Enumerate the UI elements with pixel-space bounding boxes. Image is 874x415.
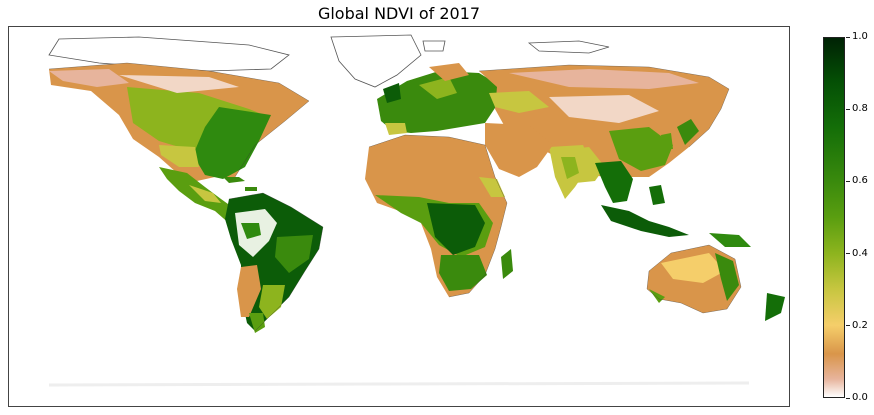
colorbar-tick <box>846 253 850 255</box>
asia <box>479 65 751 247</box>
colorbar-tick <box>846 108 850 110</box>
south-america <box>225 193 323 333</box>
colorbar-tick <box>846 325 850 327</box>
colorbar-tick-label: 0.6 <box>852 175 868 187</box>
antarctica-faint <box>48 381 750 387</box>
colorbar <box>823 37 845 398</box>
world-map <box>8 26 790 407</box>
coastline-overlay <box>48 62 742 332</box>
africa-middle-east <box>365 123 553 297</box>
chart-title: Global NDVI of 2017 <box>317 4 481 23</box>
colorbar-tick-label: 1.0 <box>852 31 868 42</box>
colorbar-tick-label: 0.8 <box>852 103 868 115</box>
colorbar-tick <box>846 180 850 182</box>
colorbar-tick-label: 0.0 <box>852 392 868 403</box>
north-america <box>49 63 309 225</box>
colorbar-tick <box>846 36 850 38</box>
colorbar-tick <box>846 397 850 399</box>
colorbar-tick-label: 0.4 <box>852 247 868 259</box>
oceania <box>647 245 785 321</box>
europe <box>377 63 499 135</box>
colorbar-tick-label: 0.2 <box>852 319 868 331</box>
arctic-outlines <box>48 34 610 88</box>
